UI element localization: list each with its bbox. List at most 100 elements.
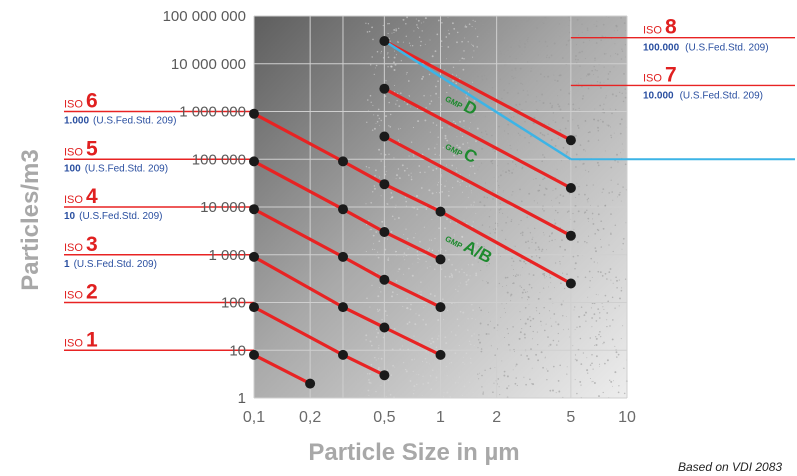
noise-dot [466,185,468,188]
noise-dot [537,189,540,192]
noise-dot [369,229,371,231]
noise-dot [476,242,479,245]
noise-dot [411,44,414,47]
noise-dot [455,222,457,224]
noise-dot [386,203,388,205]
data-point [379,227,390,237]
noise-dot [553,42,556,45]
noise-dot [529,263,531,265]
y-tick-label: 100 000 [192,151,246,168]
noise-dot [572,255,575,258]
noise-dot [405,205,407,207]
noise-dot [526,291,528,293]
noise-dot [592,218,594,220]
noise-dot [543,306,545,309]
noise-dot [481,75,484,78]
noise-dot [562,255,564,257]
noise-dot [524,336,526,339]
noise-dot [418,27,420,29]
noise-dot [518,103,521,106]
noise-dot [380,291,382,293]
noise-dot [565,315,567,317]
noise-dot [449,126,450,128]
noise-dot [435,380,437,382]
noise-dot [548,56,551,59]
noise-dot [598,363,601,365]
noise-dot [451,274,453,277]
noise-dot [489,232,491,234]
noise-dot [520,258,522,260]
noise-dot [521,168,523,170]
noise-dot [608,192,611,194]
noise-dot [576,44,578,46]
noise-dot [483,196,486,198]
noise-dot [491,159,494,162]
noise-dot [552,112,555,114]
noise-dot [538,312,541,315]
noise-dot [563,287,566,290]
noise-dot [425,304,427,306]
noise-dot [447,194,450,197]
noise-dot [599,330,601,333]
noise-dot [594,247,597,249]
noise-dot [478,64,481,67]
noise-dot [621,287,623,289]
noise-dot [559,74,562,77]
noise-dot [587,201,589,203]
noise-dot [420,40,422,43]
noise-dot [522,89,525,92]
noise-dot [425,260,427,263]
noise-dot [623,367,625,369]
noise-dot [540,351,543,354]
noise-dot [605,95,607,97]
noise-dot [578,34,580,36]
noise-dot [413,344,415,346]
noise-dot [438,227,440,230]
noise-dot [519,134,521,136]
noise-dot [594,57,596,60]
noise-dot [478,378,480,380]
noise-dot [492,198,494,200]
noise-dot [539,184,541,187]
noise-dot [542,22,544,24]
noise-dot [567,39,570,42]
noise-dot [610,213,612,215]
noise-dot [604,272,607,275]
noise-dot [434,147,436,149]
noise-dot [568,92,571,95]
noise-dot [559,194,562,196]
noise-dot [454,268,457,271]
x-tick-label: 5 [566,409,575,426]
noise-dot [424,119,427,122]
noise-dot [542,154,544,156]
noise-dot [545,323,547,325]
noise-dot [575,166,577,168]
noise-dot [527,37,529,39]
noise-dot [467,278,470,281]
noise-dot [500,111,502,114]
noise-dot [608,17,610,18]
noise-dot [448,84,451,87]
noise-dot [405,35,407,37]
noise-dot [370,201,373,204]
noise-dot [416,214,418,216]
noise-dot [623,392,626,395]
noise-dot [546,275,548,277]
noise-dot [557,323,560,326]
noise-dot [512,369,514,371]
x-tick-label: 0,1 [243,409,265,426]
noise-dot [393,56,396,59]
noise-dot [599,104,602,107]
noise-dot [490,68,492,71]
noise-dot [521,166,524,169]
noise-dot [445,365,447,368]
noise-dot [371,344,373,347]
noise-dot [429,363,431,365]
noise-dot [589,364,592,366]
noise-dot [612,250,614,253]
noise-dot [427,382,430,384]
noise-dot [524,121,526,123]
noise-dot [371,26,373,29]
noise-dot [554,79,556,81]
noise-dot [517,114,519,116]
